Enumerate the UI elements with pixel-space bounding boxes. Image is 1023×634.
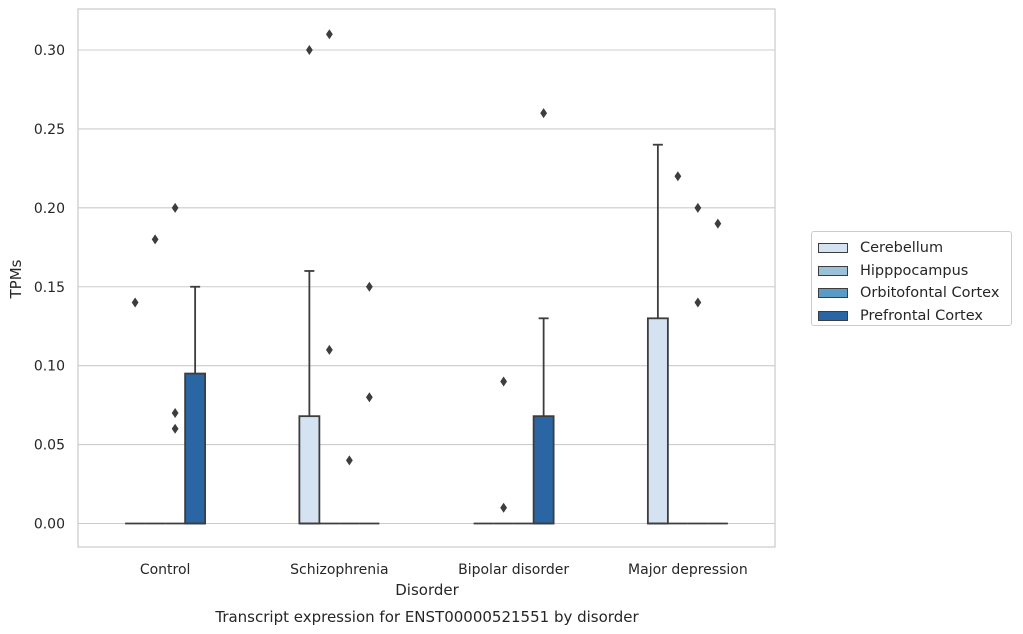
- outlier-point: [171, 423, 179, 434]
- box-0-1: [298, 45, 321, 525]
- legend-item: Orbitofontal Cortex: [818, 282, 1011, 305]
- outlier-point: [151, 234, 159, 245]
- outlier-point: [171, 202, 179, 213]
- plot-frame: [77, 8, 776, 548]
- outlier-point: [325, 344, 333, 355]
- outlier-point: [540, 108, 548, 119]
- y-tick-label: 0.05: [34, 438, 65, 454]
- box-2-1: [339, 455, 360, 525]
- outlier-point: [694, 202, 702, 213]
- box-body: [298, 415, 321, 525]
- legend-swatch: [818, 310, 848, 321]
- chart-title: Transcript expression for ENST0000052155…: [214, 608, 639, 626]
- legend-swatch: [818, 288, 848, 299]
- outlier-point: [131, 297, 139, 308]
- box-3-0: [184, 285, 207, 525]
- outlier-point: [500, 376, 508, 387]
- outlier-point: [365, 392, 373, 403]
- x-tick-label: Control: [140, 562, 191, 578]
- box-2-3: [687, 202, 708, 525]
- gridlines: [78, 49, 775, 525]
- box-0-3: [646, 143, 669, 525]
- legend-swatch: [818, 265, 848, 276]
- box-3-3: [707, 218, 728, 525]
- box-3-1: [359, 281, 380, 525]
- outlier-point: [305, 45, 313, 55]
- legend-swatch: [818, 243, 848, 254]
- box-body: [646, 317, 669, 525]
- outlier-point: [171, 408, 179, 419]
- box-1-3: [667, 171, 688, 525]
- x-tick-label: Major depression: [628, 562, 748, 578]
- box-1-2: [493, 376, 514, 525]
- y-tick-label: 0.30: [34, 43, 65, 59]
- outlier-point: [694, 297, 702, 308]
- box-body: [532, 415, 555, 525]
- legend-item: Hipppocampus: [818, 260, 1011, 283]
- box-body: [184, 372, 207, 525]
- box-plot-series: [125, 29, 728, 525]
- x-tick-label: Bipolar disorder: [458, 562, 569, 578]
- x-tick-label: Schizophrenia: [290, 562, 388, 578]
- legend-item: Cerebellum: [818, 237, 1011, 260]
- x-axis-label: Disorder: [395, 581, 459, 599]
- legend-label: Hipppocampus: [860, 262, 969, 279]
- outlier-point: [345, 455, 353, 466]
- box-1-1: [319, 29, 340, 525]
- y-axis-ticks: 0.00 0.05 0.10 0.15 0.20 0.25 0.30: [34, 43, 65, 533]
- y-tick-label: 0.00: [34, 517, 65, 533]
- legend-label: Orbitofontal Cortex: [860, 285, 1000, 302]
- y-tick-label: 0.20: [34, 201, 65, 217]
- box-3-2: [532, 108, 555, 525]
- y-tick-label: 0.15: [34, 280, 65, 296]
- y-tick-label: 0.25: [34, 122, 65, 138]
- legend-item: Prefrontal Cortex: [818, 305, 1011, 328]
- legend-label: Prefrontal Cortex: [860, 307, 983, 324]
- outlier-point: [674, 171, 682, 182]
- y-tick-label: 0.10: [34, 359, 65, 375]
- box-0-0: [125, 297, 146, 525]
- outlier-point: [714, 218, 722, 229]
- outlier-point: [325, 29, 333, 40]
- outlier-point: [500, 502, 508, 513]
- box-1-0: [145, 234, 166, 525]
- outlier-point: [365, 281, 373, 292]
- box-2-0: [165, 202, 186, 525]
- x-axis-ticks: Control Schizophrenia Bipolar disorder Majo…: [140, 562, 748, 578]
- legend-label: Cerebellum: [860, 240, 944, 257]
- y-axis-label: TPMs: [7, 259, 25, 299]
- legend: Cerebellum Hipppocampus Orbitofontal Corte…: [811, 231, 1012, 326]
